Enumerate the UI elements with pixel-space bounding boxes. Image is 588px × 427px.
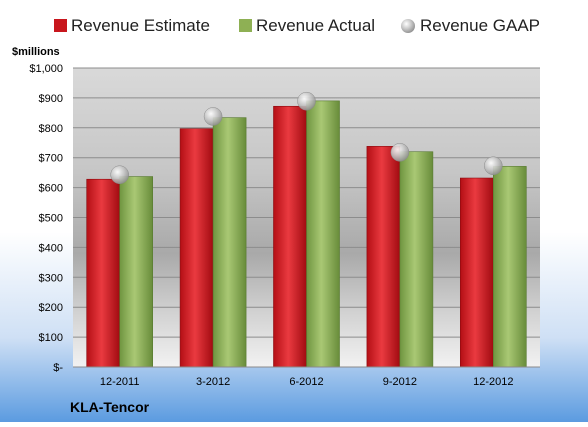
- marker-revenue-gaap: [110, 165, 129, 184]
- legend-item-gaap: Revenue GAAP: [401, 16, 540, 35]
- x-axis-ticks: 12-2011 3-2012 6-2012 9-2012 12-2012: [100, 376, 514, 388]
- legend-item-estimate: Revenue Estimate: [54, 16, 210, 35]
- bar-revenue-estimate: [366, 146, 401, 368]
- legend-item-actual: Revenue Actual: [239, 16, 375, 35]
- x-tick-label: 3-2012: [196, 376, 230, 388]
- y-tick-label: $900: [39, 93, 63, 105]
- x-tick-label: 9-2012: [383, 376, 417, 388]
- y-tick-label: $600: [39, 183, 63, 195]
- y-tick-label: $400: [39, 242, 63, 254]
- y-tick-label: $100: [39, 332, 63, 344]
- legend-swatch-gaap: [401, 19, 415, 33]
- x-tick-label: 12-2011: [100, 376, 140, 388]
- legend-swatch-estimate: [54, 19, 67, 32]
- marker-revenue-gaap: [484, 156, 503, 176]
- y-axis-ticks: $- $100 $200 $300 $400 $500 $600 $700 $800 $900 $1…: [29, 63, 63, 374]
- legend: Revenue Estimate Revenue Actual Revenue …: [54, 16, 540, 35]
- y-tick-label: $800: [39, 123, 63, 135]
- bar-revenue-actual: [399, 151, 434, 368]
- bar-revenue-estimate: [459, 177, 494, 368]
- bar-revenue-estimate: [179, 128, 214, 368]
- marker-revenue-gaap: [203, 107, 223, 126]
- x-tick-label: 6-2012: [289, 376, 323, 388]
- bar-revenue-estimate: [273, 105, 307, 368]
- y-tick-label: $300: [39, 272, 63, 284]
- bar-revenue-actual: [119, 176, 153, 368]
- bars-layer: [86, 100, 527, 368]
- legend-label-estimate: Revenue Estimate: [71, 16, 210, 35]
- bar-revenue-estimate: [86, 178, 120, 368]
- bar-revenue-actual: [212, 117, 247, 368]
- y-tick-label: $1,000: [29, 63, 63, 75]
- bar-revenue-actual: [492, 166, 527, 368]
- y-tick-label: $-: [53, 362, 63, 374]
- legend-swatch-actual: [239, 19, 252, 32]
- y-axis-label: $millions: [12, 46, 60, 58]
- bar-revenue-actual: [306, 100, 340, 368]
- gaap-markers-layer: [110, 91, 503, 184]
- y-tick-label: $500: [39, 213, 63, 225]
- company-label: KLA-Tencor: [70, 399, 150, 415]
- legend-label-gaap: Revenue GAAP: [420, 16, 540, 35]
- x-tick-label: 12-2012: [473, 376, 513, 388]
- marker-revenue-gaap: [297, 91, 316, 111]
- y-tick-label: $200: [39, 302, 63, 314]
- y-tick-label: $700: [39, 153, 63, 165]
- marker-revenue-gaap: [390, 143, 410, 162]
- legend-label-actual: Revenue Actual: [256, 16, 375, 35]
